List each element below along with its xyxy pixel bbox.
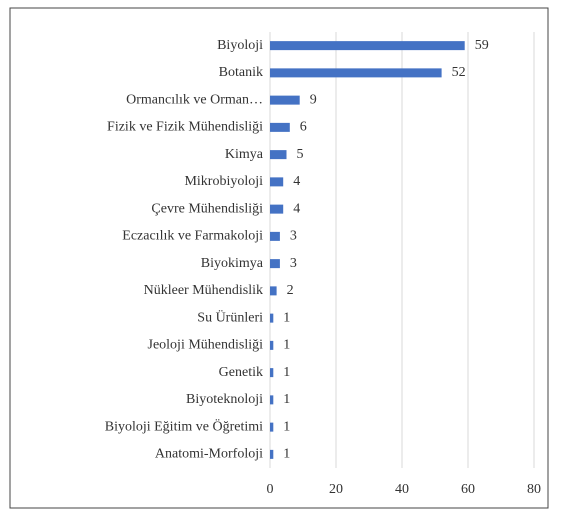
y-tick-label: Botanik <box>219 65 263 80</box>
data-label: 6 <box>300 120 307 135</box>
data-label: 5 <box>297 147 304 162</box>
data-label: 2 <box>287 283 294 298</box>
x-tick-label: 60 <box>461 482 475 497</box>
data-label: 52 <box>452 65 466 80</box>
bar <box>270 368 274 378</box>
y-tick-label: Anatomi-Morfoloji <box>155 447 263 462</box>
y-tick-label: Ormancılık ve Orman… <box>126 92 263 107</box>
data-label: 1 <box>283 310 290 325</box>
bar <box>270 422 274 432</box>
data-label: 1 <box>283 419 290 434</box>
data-label: 1 <box>283 365 290 380</box>
y-tick-label: Çevre Mühendisliği <box>151 201 263 216</box>
bar <box>270 177 284 187</box>
bar <box>270 259 280 269</box>
data-label: 59 <box>475 38 489 53</box>
data-label: 4 <box>293 174 300 189</box>
bar <box>270 313 274 323</box>
y-tick-label: Jeoloji Mühendisliği <box>148 338 264 353</box>
y-tick-label: Nükleer Mühendislik <box>144 283 263 298</box>
bar <box>270 395 274 405</box>
y-tick-label: Genetik <box>219 365 263 380</box>
bar <box>270 449 274 459</box>
data-label: 9 <box>310 92 317 107</box>
x-tick-label: 20 <box>329 482 343 497</box>
y-tick-label: Mikrobiyoloji <box>184 174 263 189</box>
data-label: 1 <box>283 392 290 407</box>
y-tick-label: Kimya <box>225 147 264 162</box>
data-label: 3 <box>290 256 297 271</box>
y-tick-label: Fizik ve Fizik Mühendisliği <box>107 120 263 135</box>
bar <box>270 68 442 78</box>
chart-frame <box>9 7 549 509</box>
y-tick-label: Su Ürünleri <box>197 308 263 325</box>
bar <box>270 231 280 241</box>
bar <box>270 122 290 132</box>
data-label: 4 <box>293 201 300 216</box>
x-tick-label: 80 <box>527 482 541 497</box>
data-label: 3 <box>290 229 297 244</box>
bar <box>270 41 465 51</box>
bar <box>270 286 277 296</box>
x-tick-label: 0 <box>267 482 274 497</box>
data-label: 1 <box>283 338 290 353</box>
bar <box>270 95 300 105</box>
bar <box>270 204 284 214</box>
bar <box>270 340 274 350</box>
y-tick-label: Biyoloji <box>217 38 263 53</box>
y-tick-label: Biyoloji Eğitim ve Öğretimi <box>105 417 263 434</box>
bar <box>270 150 287 160</box>
y-tick-label: Biyokimya <box>201 256 264 271</box>
data-label: 1 <box>283 447 290 462</box>
y-tick-label: Eczacılık ve Farmakoloji <box>122 229 263 244</box>
y-tick-label: Biyoteknoloji <box>186 392 263 407</box>
x-tick-label: 40 <box>395 482 409 497</box>
